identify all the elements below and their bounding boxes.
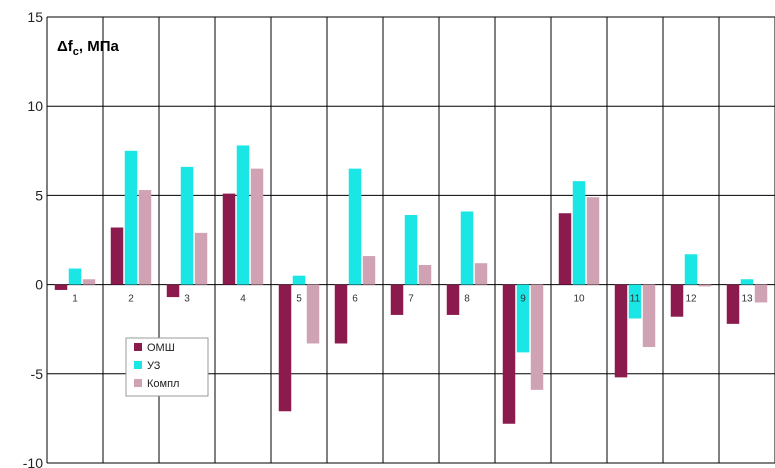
y-tick-label: -10: [23, 455, 43, 468]
grid-lines: [46, 16, 775, 464]
bar: [404, 215, 418, 285]
x-tick-label: 7: [408, 294, 414, 305]
bar: [530, 284, 544, 390]
x-tick-label: 8: [464, 294, 470, 305]
bar: [194, 232, 208, 285]
bar: [250, 168, 264, 285]
x-tick-label: 4: [240, 294, 246, 305]
legend-label: Компл: [147, 378, 179, 390]
x-tick-label: 13: [741, 294, 753, 305]
bar: [292, 275, 306, 285]
bar: [236, 145, 250, 285]
bar: [670, 284, 684, 317]
legend-label: ОМШ: [147, 342, 175, 354]
legend: ОМШ УЗ Компл: [125, 337, 209, 397]
bar: [572, 181, 586, 285]
bar: [222, 193, 236, 285]
bar: [684, 254, 698, 285]
bar: [446, 284, 460, 315]
x-tick-label: 5: [296, 294, 302, 305]
bar: [180, 166, 194, 285]
bar: [110, 227, 124, 285]
bar: [54, 284, 68, 290]
bar: [754, 284, 768, 303]
legend-label: УЗ: [147, 360, 161, 372]
bar: [124, 150, 138, 285]
bar: [348, 168, 362, 285]
y-axis-label: Δfc, МПа: [57, 38, 120, 58]
bar: [306, 284, 320, 344]
legend-swatch: [134, 343, 142, 351]
x-tick-label: 10: [573, 294, 585, 305]
bar: [68, 268, 82, 285]
legend-swatch: [134, 379, 142, 387]
y-tick-label: 5: [35, 187, 43, 203]
x-tick-label: 9: [520, 294, 526, 305]
bar: [166, 284, 180, 298]
bar: [698, 284, 712, 287]
bar: [516, 284, 530, 353]
y-tick-label: 10: [27, 98, 43, 114]
bar: [726, 284, 740, 324]
legend-swatch: [134, 361, 142, 369]
bar: [418, 264, 432, 285]
bar: [82, 279, 96, 285]
bar: [586, 197, 600, 285]
x-tick-label: 12: [685, 294, 697, 305]
y-tick-label: -5: [31, 366, 44, 382]
bar: [362, 256, 376, 285]
bar: [390, 284, 404, 315]
y-tick-label: 0: [35, 277, 43, 293]
category-labels: 1 2 3 4 5 6 7 8 9 10 11 12 13: [72, 294, 753, 305]
y-axis-ticks: -10 -5 0 5 10 15: [23, 9, 43, 468]
x-tick-label: 3: [184, 294, 190, 305]
bar: [642, 284, 656, 348]
bar: [502, 284, 516, 424]
bar: [740, 279, 754, 285]
bar: [138, 190, 152, 285]
bar: [278, 284, 292, 412]
x-tick-label: 11: [630, 294, 641, 305]
bars: [54, 145, 768, 424]
x-tick-label: 6: [352, 294, 358, 305]
y-tick-label: 15: [27, 9, 43, 25]
bar: [474, 263, 488, 285]
bar: [334, 284, 348, 344]
bar: [460, 211, 474, 285]
bar: [558, 213, 572, 285]
bar: [614, 284, 628, 378]
bar: [628, 284, 642, 319]
x-tick-label: 2: [128, 294, 134, 305]
x-tick-label: 1: [72, 294, 78, 305]
